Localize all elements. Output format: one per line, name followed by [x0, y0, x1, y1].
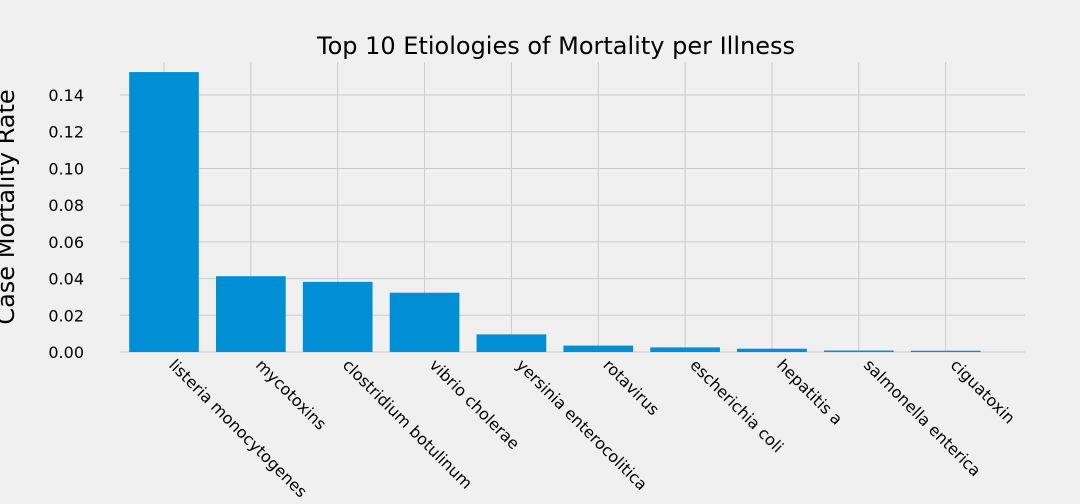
- bar: [302, 281, 373, 352]
- y-tick-label: 0.02: [48, 306, 84, 325]
- bars: [129, 72, 981, 352]
- y-tick-labels: 0.00 0.02 0.04 0.06 0.08 0.10 0.12 0.14: [48, 86, 84, 362]
- y-axis-label: Case Mortality Rate: [0, 89, 20, 324]
- y-tick-label: 0.00: [48, 343, 84, 362]
- bar: [129, 72, 199, 352]
- bar: [823, 350, 894, 352]
- bar: [216, 276, 286, 352]
- y-tick-label: 0.06: [48, 233, 84, 252]
- bar: [563, 345, 634, 352]
- y-tick-label: 0.10: [48, 159, 84, 178]
- bar: [389, 292, 460, 352]
- bar: [650, 347, 720, 352]
- chart-title: Top 10 Etiologies of Mortality per Illne…: [316, 32, 795, 60]
- bar: [476, 334, 547, 352]
- y-tick-label: 0.14: [48, 86, 84, 105]
- y-tick-label: 0.12: [48, 123, 84, 142]
- bar: [910, 350, 981, 352]
- bar: [737, 348, 807, 352]
- y-tick-label: 0.04: [48, 270, 84, 289]
- y-tick-label: 0.08: [48, 196, 84, 215]
